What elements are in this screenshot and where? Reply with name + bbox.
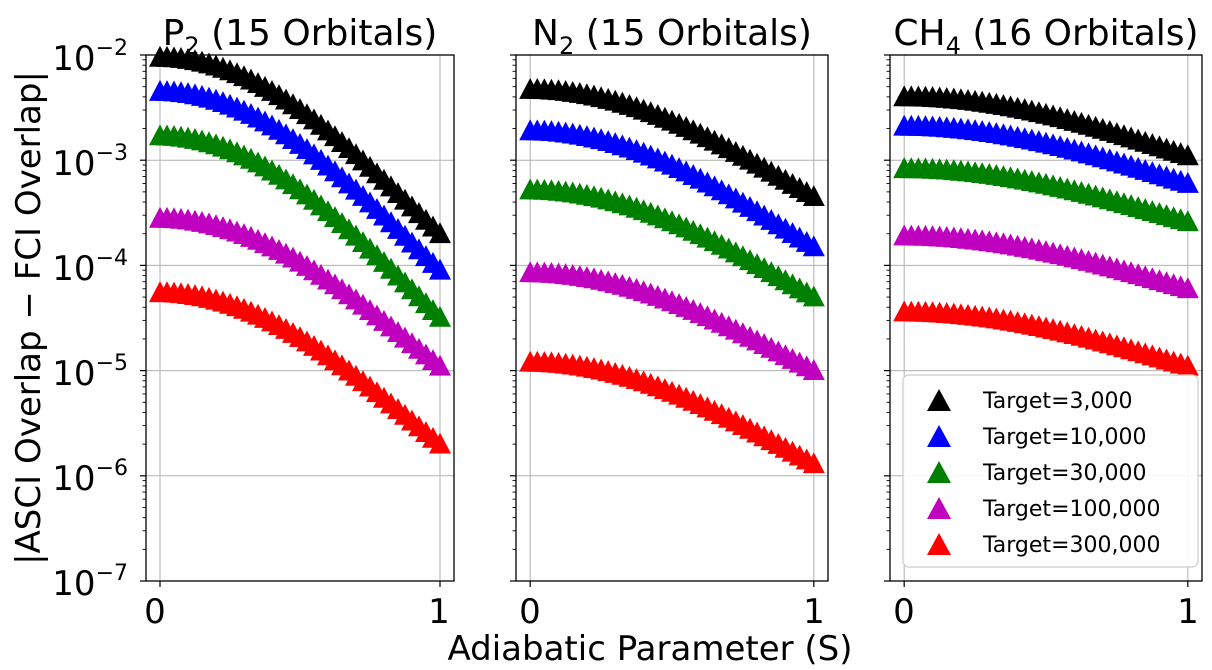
y-tick-label: 10−5: [52, 351, 128, 394]
x-tick-label: 1: [428, 592, 450, 632]
data-point: [802, 235, 825, 257]
minor-ticks: [510, 54, 815, 587]
data-point: [802, 185, 825, 207]
panel-p2: P2 (15 Orbitals): [140, 13, 455, 587]
minor-ticks: [884, 54, 1189, 587]
data-point: [1176, 144, 1199, 166]
y-tick-label: 10−2: [52, 36, 128, 79]
legend-label: Target=30,000: [982, 461, 1146, 486]
x-tick-label: 1: [1177, 592, 1199, 632]
plot-frame: [145, 54, 455, 582]
legend-item: Target=100,000: [927, 497, 1160, 522]
legend-label: Target=100,000: [982, 497, 1160, 522]
legend: Target=3,000 Target=10,000 Target=30,000…: [902, 374, 1199, 568]
data-markers: [893, 85, 1199, 376]
x-axis-label: Adiabatic Parameter (S): [447, 629, 852, 669]
data-point: [802, 285, 825, 307]
data-point: [429, 305, 451, 327]
data-point: [1176, 210, 1199, 232]
panel-title: CH4 (16 Orbitals): [893, 13, 1198, 60]
panel-ch4: CH4 (16 Orbitals): [884, 13, 1203, 587]
legend-item: Target=3,000: [927, 389, 1132, 414]
data-point: [802, 359, 825, 380]
legend-marker: [927, 425, 951, 447]
legend-marker: [927, 461, 951, 483]
panel-title: P2 (15 Orbitals): [163, 13, 438, 60]
x-tick-label: 1: [803, 592, 825, 632]
data-point: [429, 432, 451, 454]
x-tick-labels: 0 1 0 1 0 1: [144, 592, 1199, 632]
panel-n2: N2 (15 Orbitals): [510, 13, 829, 587]
legend-item: Target=30,000: [927, 461, 1146, 486]
x-tick-label: 0: [144, 592, 166, 632]
data-point: [1176, 354, 1199, 376]
legend-items: Target=3,000 Target=10,000 Target=30,000…: [927, 389, 1160, 558]
minor-ticks: [140, 54, 441, 587]
legend-label: Target=300,000: [982, 533, 1160, 558]
x-tick-label: 0: [519, 592, 541, 632]
data-markers: [149, 45, 451, 454]
y-tick-labels: 10−7 10−6 10−5 10−4 10−3 10−2: [52, 36, 128, 604]
data-point: [1176, 277, 1199, 299]
legend-label: Target=3,000: [982, 389, 1132, 414]
y-tick-label: 10−4: [52, 246, 128, 289]
data-point: [429, 258, 451, 280]
y-tick-label: 10−3: [52, 141, 128, 184]
data-markers: [519, 77, 825, 474]
legend-box: [902, 374, 1199, 568]
y-tick-label: 10−6: [52, 456, 128, 499]
y-tick-label: 10−7: [52, 561, 128, 604]
data-point: [429, 222, 451, 244]
legend-label: Target=10,000: [982, 425, 1146, 450]
legend-marker: [927, 389, 951, 411]
data-point: [1176, 171, 1199, 193]
panel-title: N2 (15 Orbitals): [532, 13, 812, 60]
x-tick-label: 0: [893, 592, 915, 632]
data-point: [802, 452, 825, 474]
legend-marker: [927, 533, 951, 555]
plot-frame: [889, 54, 1203, 582]
legend-item: Target=300,000: [927, 533, 1160, 558]
legend-item: Target=10,000: [927, 425, 1146, 450]
plot-frame: [515, 54, 829, 582]
data-point: [429, 354, 451, 376]
legend-marker: [927, 497, 951, 519]
y-axis-label: |ASCI Overlap − FCI Overlap|: [9, 71, 49, 565]
